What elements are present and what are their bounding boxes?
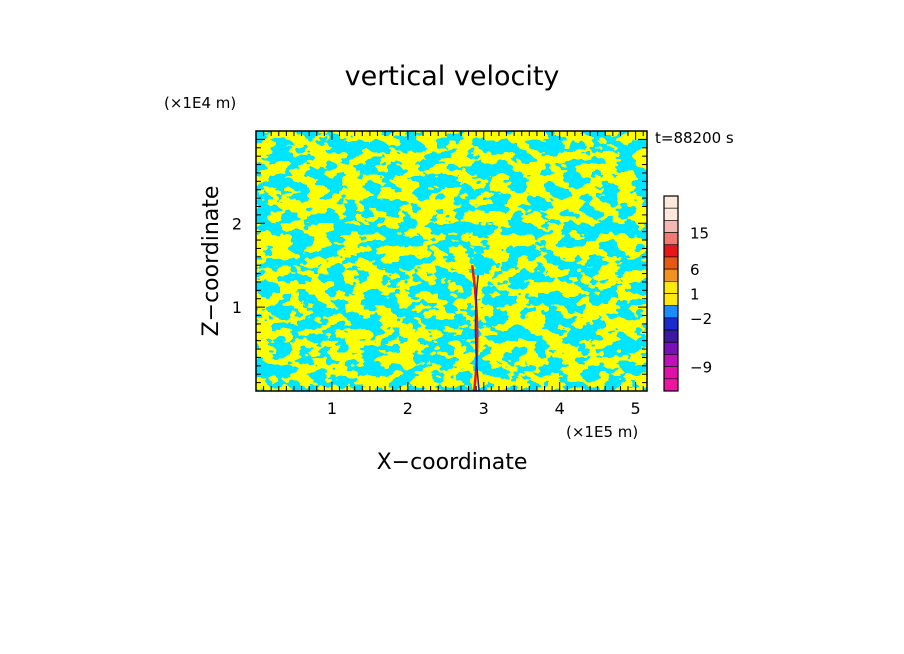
- y-tick-label: 1: [232, 298, 242, 317]
- x-tick-label: 1: [327, 399, 337, 418]
- field-plot: [256, 131, 647, 391]
- colorbar-bin: [663, 244, 679, 258]
- colorbar-bin: [663, 220, 679, 233]
- x-tick-label: 5: [631, 399, 641, 418]
- colorbar-bin: [663, 317, 679, 331]
- time-label: t=88200 s: [655, 129, 734, 147]
- x-tick-label: 3: [479, 399, 489, 418]
- colorbar-bin: [663, 341, 679, 355]
- colorbar-bin: [663, 207, 679, 221]
- x-axis-label: X−coordinate: [377, 450, 528, 475]
- positive-velocity-field: [256, 131, 647, 391]
- y-unit-label: (×1E4 m): [164, 94, 236, 112]
- colorbar-bin: [663, 281, 679, 294]
- colorbar-tick-label: −9: [690, 359, 712, 377]
- core-updraft-line: [470, 265, 479, 391]
- x-tick-label: 2: [403, 399, 413, 418]
- colorbar-tick-label: −2: [690, 310, 712, 328]
- plot-frame: [255, 130, 648, 392]
- colorbar-tick-label: 15: [690, 225, 709, 243]
- colorbar-bin: [663, 354, 679, 367]
- colorbar-bin: [663, 268, 679, 282]
- colorbar-bin: [663, 329, 679, 343]
- chart-title: vertical velocity: [345, 61, 560, 92]
- colorbar-bin: [663, 232, 679, 246]
- colorbar-tick-label: 1: [690, 286, 700, 304]
- x-unit-label: (×1E5 m): [566, 423, 638, 441]
- colorbar-bin: [663, 378, 679, 392]
- colorbar-bin: [663, 305, 679, 319]
- colorbar-bin: [663, 256, 679, 270]
- colorbar-bin: [663, 293, 679, 306]
- colorbar-tick-label: 6: [690, 261, 700, 279]
- y-axis-label: Z−coordinate: [199, 186, 224, 337]
- colorbar-frame: [663, 195, 679, 392]
- x-tick-label: 4: [555, 399, 565, 418]
- y-tick-label: 2: [232, 214, 242, 233]
- core-downdraft-line: [474, 275, 480, 391]
- colorbar-bin: [663, 366, 679, 380]
- colorbar-bin: [663, 195, 679, 209]
- colorbar: 15 6 1 −2 −9: [663, 195, 712, 392]
